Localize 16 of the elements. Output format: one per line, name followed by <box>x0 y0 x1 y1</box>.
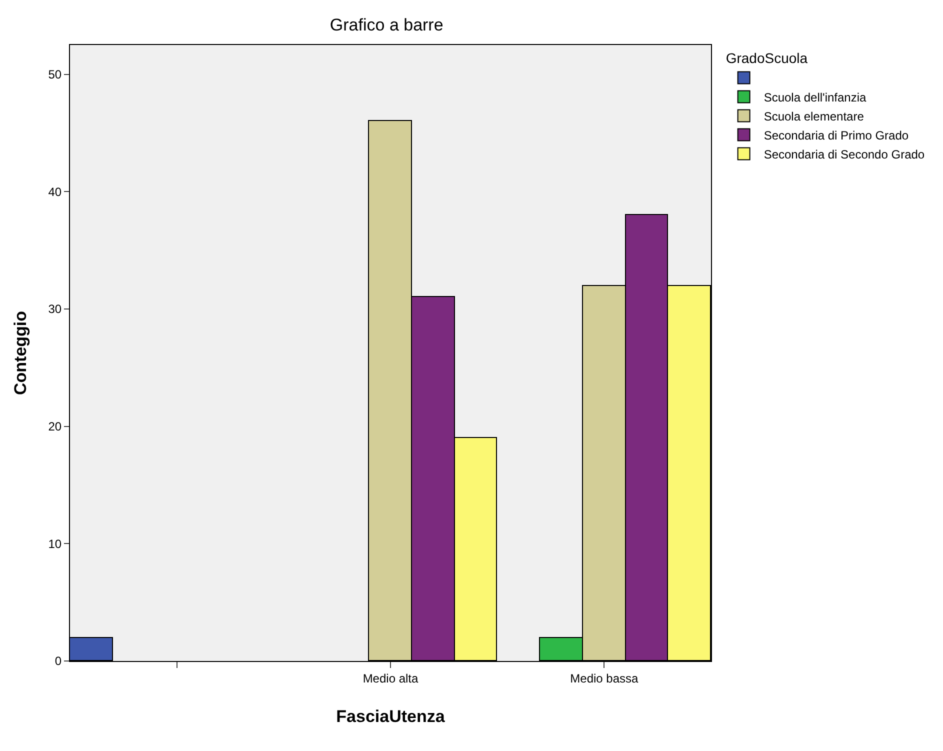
legend-label: Secondaria di Primo Grado <box>764 128 909 142</box>
y-tick-label: 20 <box>48 420 62 434</box>
y-tick-label: 40 <box>48 184 62 199</box>
y-tick-label: 50 <box>48 68 62 82</box>
y-tick-label: 10 <box>48 536 62 551</box>
y-tick-label: 30 <box>48 302 62 316</box>
x-axis-title: FasciaUtenza <box>336 707 446 726</box>
x-tick-label: Medio alta <box>362 671 419 686</box>
y-axis-title: Conteggio <box>11 310 30 396</box>
legend-label: Scuola elementare <box>764 109 864 124</box>
legend-label: Scuola dell'infanzia <box>764 90 867 104</box>
legend-label: Secondaria di Secondo Grado <box>764 147 925 162</box>
y-tick-label: 0 <box>54 654 62 668</box>
x-tick-label: Medio bassa <box>570 671 639 686</box>
legend-title: GradoScuola <box>726 50 808 66</box>
chart-title: Grafico a barre <box>330 16 444 35</box>
